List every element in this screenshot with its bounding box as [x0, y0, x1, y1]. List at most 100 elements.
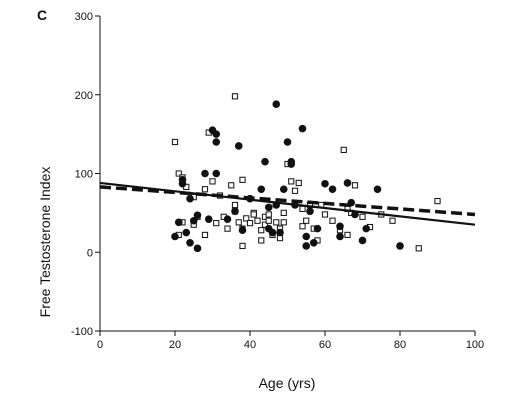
data-point-open-square [299, 205, 306, 213]
data-point-filled-circle [193, 244, 202, 253]
data-point-open-square [201, 231, 209, 239]
y-axis-ticks: -100 0 100 200 300 [71, 11, 100, 338]
data-point-filled-circle [204, 215, 213, 223]
data-point-filled-circle [298, 124, 307, 133]
data-point-filled-circle [171, 232, 179, 241]
data-point-filled-circle [182, 228, 191, 237]
x-tick-label: 80 [394, 339, 406, 351]
regression-line-solid [99, 181, 476, 226]
panel-label: C [37, 7, 47, 23]
data-point-open-square [280, 219, 287, 226]
y-axis-label: Free Testosterone Index [37, 167, 53, 318]
data-point-open-square [243, 215, 250, 222]
data-point-open-square [351, 182, 359, 189]
data-point-filled-circle [261, 157, 269, 166]
data-point-filled-circle [231, 207, 239, 216]
data-point-open-square [265, 211, 272, 218]
data-point-open-square [288, 178, 295, 185]
data-point-filled-circle [302, 242, 311, 250]
data-point-filled-circle [309, 239, 318, 247]
x-axis-label: Age (yrs) [259, 375, 316, 391]
data-point-open-square [171, 138, 179, 146]
data-point-open-square [209, 178, 216, 185]
y-tick-label: -100 [71, 326, 93, 338]
data-point-filled-circle [336, 222, 344, 231]
data-point-open-square [175, 170, 182, 177]
data-point-filled-circle [193, 211, 202, 220]
data-point-open-square [258, 237, 265, 244]
data-point-open-square [359, 213, 366, 220]
data-point-filled-circle [186, 194, 194, 203]
data-point-open-square [224, 225, 231, 232]
data-point-open-square [299, 223, 306, 230]
data-point-filled-circle [201, 169, 209, 178]
data-point-open-square [295, 179, 302, 187]
data-point-filled-circle [362, 224, 371, 233]
data-point-filled-circle [343, 179, 352, 187]
data-point-open-square [258, 227, 265, 234]
data-point-open-square [239, 242, 246, 250]
data-point-filled-circle [212, 138, 221, 146]
data-point-open-square [340, 146, 347, 153]
y-tick-label: 100 [75, 169, 93, 181]
y-tick-label: 300 [75, 11, 93, 23]
data-point-open-square [291, 187, 299, 194]
data-point-filled-circle [212, 130, 221, 138]
data-point-filled-circle [287, 160, 296, 168]
data-point-open-square [201, 186, 209, 193]
x-tick-label: 60 [319, 339, 331, 351]
data-point-open-square [344, 231, 351, 239]
x-tick-label: 0 [97, 339, 103, 351]
data-point-open-square [261, 221, 269, 228]
data-point-filled-circle [264, 203, 273, 212]
data-point-filled-circle [276, 228, 284, 237]
y-tick-label: 200 [75, 90, 93, 102]
data-point-filled-circle [336, 232, 344, 241]
x-tick-label: 20 [169, 339, 181, 351]
data-point-filled-circle [396, 242, 404, 250]
x-tick-label: 100 [466, 339, 484, 351]
data-point-open-square [415, 245, 422, 252]
data-point-filled-circle [212, 169, 221, 178]
data-point-open-square [250, 211, 257, 218]
data-point-filled-circle [279, 185, 288, 194]
data-point-filled-circle [373, 185, 382, 194]
data-point-filled-circle [174, 218, 183, 227]
data-point-open-square [239, 176, 246, 183]
data-point-open-square [280, 209, 287, 216]
data-point-open-square [231, 201, 239, 209]
data-point-filled-circle [257, 185, 266, 194]
data-point-filled-circle [306, 207, 314, 216]
data-point-filled-circle [223, 215, 232, 223]
data-point-open-square [265, 217, 272, 224]
plot-area [99, 93, 476, 253]
data-point-open-square [213, 220, 220, 227]
data-point-open-square [273, 219, 280, 226]
data-point-open-square [254, 217, 261, 224]
data-point-open-square [231, 93, 239, 100]
x-axis-ticks: 0 20 40 60 80 100 [97, 331, 484, 351]
data-point-filled-circle [358, 236, 367, 245]
x-tick-label: 40 [244, 339, 256, 351]
data-point-filled-circle [234, 142, 243, 150]
data-point-open-square [235, 219, 242, 226]
data-point-open-square [434, 197, 441, 205]
data-point-open-square [329, 217, 336, 224]
data-point-open-square [303, 217, 310, 224]
y-tick-label: 0 [87, 247, 93, 259]
data-point-open-square [228, 182, 235, 189]
data-point-filled-circle [268, 228, 277, 237]
data-point-filled-circle [272, 100, 281, 108]
data-point-filled-circle [321, 179, 329, 188]
data-point-open-square [321, 211, 329, 218]
data-point-open-square [389, 217, 396, 224]
data-point-open-square [246, 220, 254, 227]
data-point-filled-circle [283, 138, 292, 146]
data-point-filled-circle [328, 185, 337, 194]
data-point-filled-circle [189, 216, 198, 225]
data-point-filled-circle [178, 179, 187, 188]
data-point-filled-circle [186, 239, 194, 247]
data-point-filled-circle [238, 226, 247, 234]
regression-line-dashed [99, 185, 476, 217]
